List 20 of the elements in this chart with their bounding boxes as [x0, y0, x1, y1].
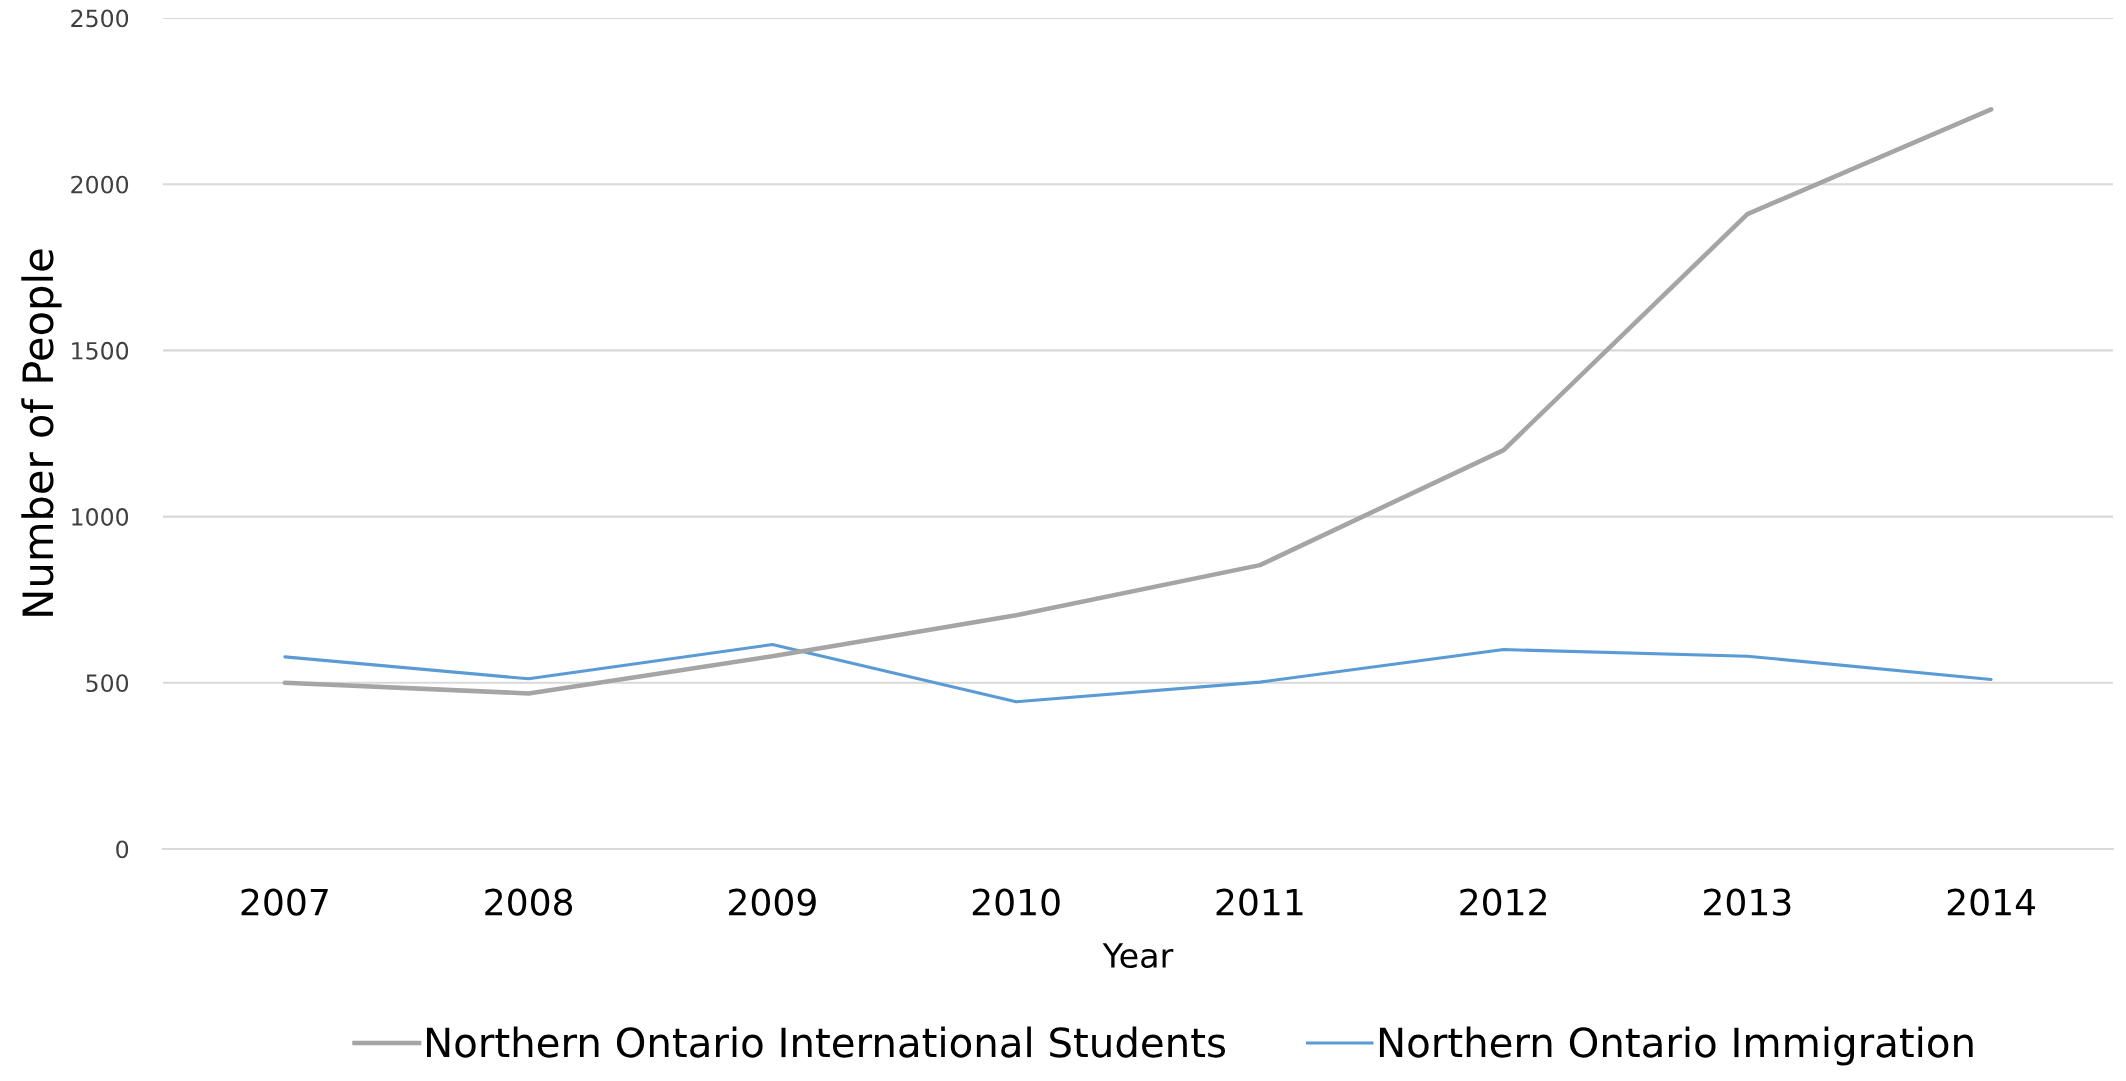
y-tick-label: 500 [86, 674, 129, 693]
x-tick-label: 2012 [1460, 888, 1546, 916]
y-tick-label: 2500 [71, 9, 129, 28]
y-tick-label: 1500 [72, 341, 129, 360]
line-series [283, 643, 1993, 704]
y-tick-label: 0 [116, 840, 129, 859]
legend-label: Northern Ontario International Students [427, 1026, 1226, 1058]
y-tick-label: 1000 [72, 508, 129, 526]
x-tick-label: 2008 [485, 888, 573, 916]
x-axis-title: Year [1102, 943, 1174, 969]
y-axis-title: Number of People [21, 249, 62, 616]
line-series [282, 107, 1994, 696]
x-tick-label: 2014 [1947, 888, 2036, 916]
x-tick-label: 2013 [1704, 888, 1791, 916]
x-tick-label: 2011 [1216, 888, 1303, 916]
y-tick-label: 2000 [71, 175, 129, 194]
x-tick-label: 2007 [241, 888, 328, 916]
x-tick-label: 2010 [972, 888, 1060, 916]
legend-label: Northern Ontario Immigration [1379, 1026, 1973, 1066]
x-tick-label: 2009 [729, 888, 816, 916]
